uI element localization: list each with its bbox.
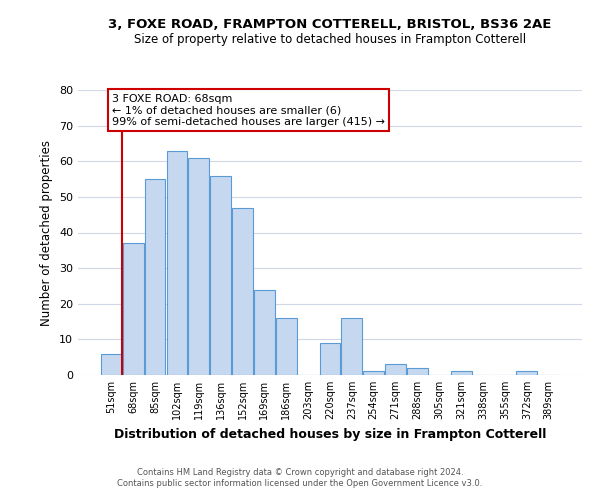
X-axis label: Distribution of detached houses by size in Frampton Cotterell: Distribution of detached houses by size …	[114, 428, 546, 440]
Bar	[407, 368, 428, 375]
Bar	[276, 318, 296, 375]
Text: 3 FOXE ROAD: 68sqm
← 1% of detached houses are smaller (6)
99% of semi-detached : 3 FOXE ROAD: 68sqm ← 1% of detached hous…	[112, 94, 385, 127]
Text: 3, FOXE ROAD, FRAMPTON COTTERELL, BRISTOL, BS36 2AE: 3, FOXE ROAD, FRAMPTON COTTERELL, BRISTO…	[109, 18, 551, 30]
Text: Contains HM Land Registry data © Crown copyright and database right 2024.
Contai: Contains HM Land Registry data © Crown c…	[118, 468, 482, 487]
Bar	[101, 354, 122, 375]
Bar	[517, 372, 537, 375]
Bar	[210, 176, 231, 375]
Bar	[188, 158, 209, 375]
Bar	[232, 208, 253, 375]
Text: Size of property relative to detached houses in Frampton Cotterell: Size of property relative to detached ho…	[134, 32, 526, 46]
Bar	[451, 372, 472, 375]
Bar	[364, 372, 384, 375]
Bar	[254, 290, 275, 375]
Bar	[123, 243, 143, 375]
Bar	[341, 318, 362, 375]
Bar	[320, 343, 340, 375]
Bar	[145, 179, 166, 375]
Bar	[167, 150, 187, 375]
Y-axis label: Number of detached properties: Number of detached properties	[40, 140, 53, 326]
Bar	[385, 364, 406, 375]
